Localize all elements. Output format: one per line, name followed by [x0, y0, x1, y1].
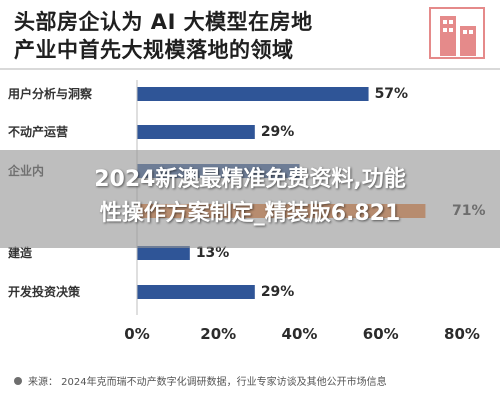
category-label: 建造 [8, 246, 33, 260]
bar-5 [137, 246, 190, 260]
watermark-text: 2024新澳最精准免费资料,功能 性操作方案制定_精装版6.821 [0, 163, 500, 231]
x-tick-label: 40% [281, 325, 318, 343]
header-divider [0, 68, 500, 70]
source-note: 来源： 2024年克而瑞不动产数字化调研数据，行业专家访谈及其他公开市场信息 [14, 373, 387, 388]
category-label: 用户分析与洞察 [8, 87, 93, 101]
source-text: 来源： 2024年克而瑞不动产数字化调研数据，行业专家访谈及其他公开市场信息 [28, 377, 387, 388]
chart-title: 头部房企认为 AI 大模型在房地 产业中首先大规模落地的领域 [14, 8, 404, 64]
category-label: 不动产运营 [8, 125, 69, 139]
chart-title-line-1: 头部房企认为 AI 大模型在房地 [14, 10, 313, 34]
x-tick-label: 0% [124, 325, 150, 343]
x-tick-label: 80% [444, 325, 480, 343]
watermark-line-1: 2024新澳最精准免费资料,功能 [94, 167, 406, 192]
watermark-line-2: 性操作方案制定_精装版6.821 [99, 201, 401, 226]
bar-2 [137, 125, 255, 139]
info-icon [14, 376, 22, 385]
x-tick-label: 20% [200, 325, 237, 343]
bar-6 [137, 285, 255, 299]
bar-1 [137, 87, 369, 101]
category-label: 开发投资决策 [8, 285, 81, 299]
value-label: 29% [260, 284, 295, 300]
building-logo-icon [429, 7, 485, 59]
value-label: 13% [195, 245, 230, 261]
watermark-overlay [0, 150, 500, 248]
value-label: 29% [260, 124, 295, 140]
value-label: 57% [374, 86, 409, 102]
chart-title-line-2: 产业中首先大规模落地的领域 [14, 38, 294, 62]
x-tick-label: 60% [362, 325, 399, 343]
